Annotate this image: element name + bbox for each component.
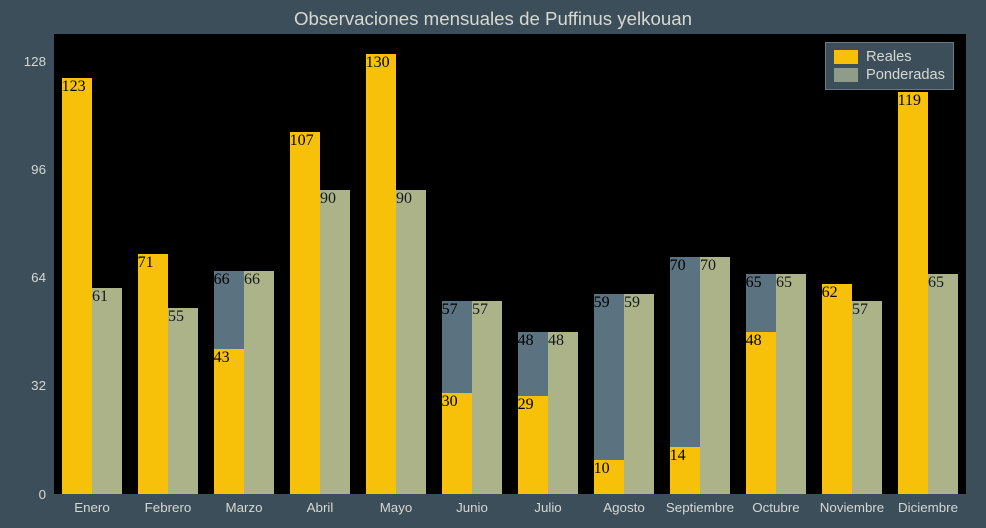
chart-root: Observaciones mensuales de Puffinus yelk… [0, 0, 986, 528]
bar-ponderadas_front: 59 [624, 294, 654, 494]
bar-ponderadas_front: 65 [776, 274, 806, 494]
x-tick-label: Marzo [204, 500, 284, 515]
bar-reales_front: 119 [898, 92, 928, 495]
bar-reales_front: 48 [746, 332, 776, 494]
x-tick-label: Junio [432, 500, 512, 515]
bar-reales_front: 43 [214, 349, 244, 494]
bar-ponderadas_front: 57 [852, 301, 882, 494]
bar-reales_front: 71 [138, 254, 168, 494]
bar-ponderadas_front: 70 [700, 257, 730, 494]
bar-ponderadas_front: 48 [548, 332, 578, 494]
legend: Reales Ponderadas [825, 42, 954, 90]
bar-ponderadas_front: 90 [320, 190, 350, 494]
y-tick-label: 0 [39, 487, 46, 502]
legend-swatch [834, 68, 858, 82]
bar-reales_front: 123 [62, 78, 92, 494]
legend-label: Reales [866, 49, 912, 65]
bar-reales_front: 107 [290, 132, 320, 494]
x-tick-label: Noviembre [812, 500, 892, 515]
x-tick-label: Febrero [128, 500, 208, 515]
bar-ponderadas_front: 61 [92, 288, 122, 494]
x-tick-label: Agosto [584, 500, 664, 515]
bar-ponderadas_front: 65 [928, 274, 958, 494]
bar-reales_front: 130 [366, 54, 396, 494]
x-tick-label: Diciembre [888, 500, 968, 515]
legend-swatch [834, 50, 858, 64]
bar-reales_front: 14 [670, 447, 700, 494]
legend-label: Ponderadas [866, 67, 945, 83]
legend-item: Ponderadas [834, 67, 945, 83]
x-tick-label: Mayo [356, 500, 436, 515]
x-tick-label: Enero [52, 500, 132, 515]
chart-title: Observaciones mensuales de Puffinus yelk… [0, 8, 986, 30]
bar-ponderadas_front: 66 [244, 271, 274, 494]
bar-reales_front: 62 [822, 284, 852, 494]
x-tick-label: Abril [280, 500, 360, 515]
x-tick-label: Octubre [736, 500, 816, 515]
legend-item: Reales [834, 49, 945, 65]
x-tick-label: Septiembre [660, 500, 740, 515]
bar-ponderadas_front: 55 [168, 308, 198, 494]
y-tick-label: 96 [31, 162, 46, 177]
x-tick-label: Julio [508, 500, 588, 515]
y-tick-label: 32 [31, 378, 46, 393]
bar-ponderadas_front: 90 [396, 190, 426, 494]
y-tick-label: 64 [31, 270, 46, 285]
bar-ponderadas_front: 57 [472, 301, 502, 494]
bar-reales_front: 10 [594, 460, 624, 494]
bar-reales_front: 29 [518, 396, 548, 494]
y-tick-label: 128 [24, 54, 46, 69]
bar-reales_front: 30 [442, 393, 472, 494]
